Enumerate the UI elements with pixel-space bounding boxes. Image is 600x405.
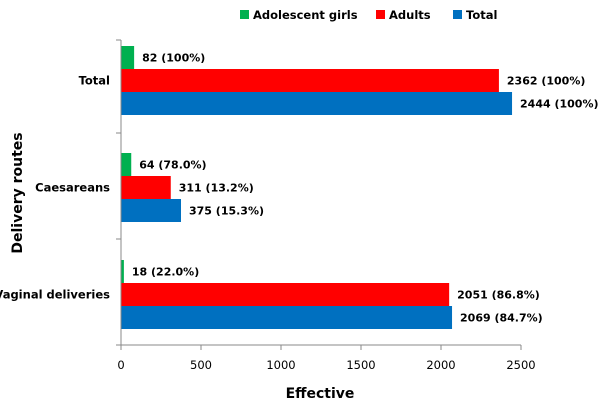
legend-swatch-3	[453, 10, 462, 19]
bar-3-3	[121, 306, 453, 329]
legend-label-3: Total	[466, 8, 497, 22]
bar-1-3	[121, 92, 513, 115]
data-label-1-2: 2362 (100%)	[507, 75, 585, 88]
legend-label-2: Adults	[389, 8, 431, 22]
bar-2-3	[121, 199, 181, 222]
data-label-3-1: 18 (22.0%)	[132, 266, 199, 279]
bar-3-2	[121, 283, 450, 306]
x-tick-label-4: 1500	[346, 358, 375, 372]
bar-1-1	[121, 46, 135, 69]
legend-swatch-2	[376, 10, 385, 19]
x-tick-label-5: 2000	[426, 358, 455, 372]
plot-area: 82 (100%) 2362 (100%) 2444 (100%) Total 64 (…	[0, 39, 599, 372]
legend-swatch-1	[240, 10, 249, 19]
x-tick-label-2: 500	[190, 358, 212, 372]
bar-2-2	[121, 176, 171, 199]
x-tick-label-3: 1000	[266, 358, 295, 372]
x-axis-title: Effective	[286, 386, 355, 402]
data-label-2-2: 311 (13.2%)	[179, 182, 254, 195]
bar-2-1	[121, 153, 132, 176]
x-tick-label-6: 2500	[506, 358, 535, 372]
category-label-2: Caesareans	[35, 181, 110, 195]
category-label-1: Total	[79, 74, 110, 88]
bar-3-1	[121, 260, 124, 283]
category-label-3: Vaginal deliveries	[0, 288, 110, 302]
x-tick-label-1: 0	[117, 358, 124, 372]
data-label-2-3: 375 (15.3%)	[189, 205, 264, 218]
bar-1-2	[121, 69, 499, 92]
legend-label-1: Adolescent girls	[253, 8, 358, 22]
y-axis-title: Delivery routes	[10, 132, 26, 253]
data-label-1-1: 82 (100%)	[142, 52, 205, 65]
data-label-3-2: 2051 (86.8%)	[457, 289, 540, 302]
legend: Adolescent girls Adults Total	[240, 8, 497, 22]
data-label-1-3: 2444 (100%)	[520, 98, 598, 111]
data-label-3-3: 2069 (84.7%)	[460, 312, 543, 325]
data-label-2-1: 64 (78.0%)	[139, 159, 206, 172]
